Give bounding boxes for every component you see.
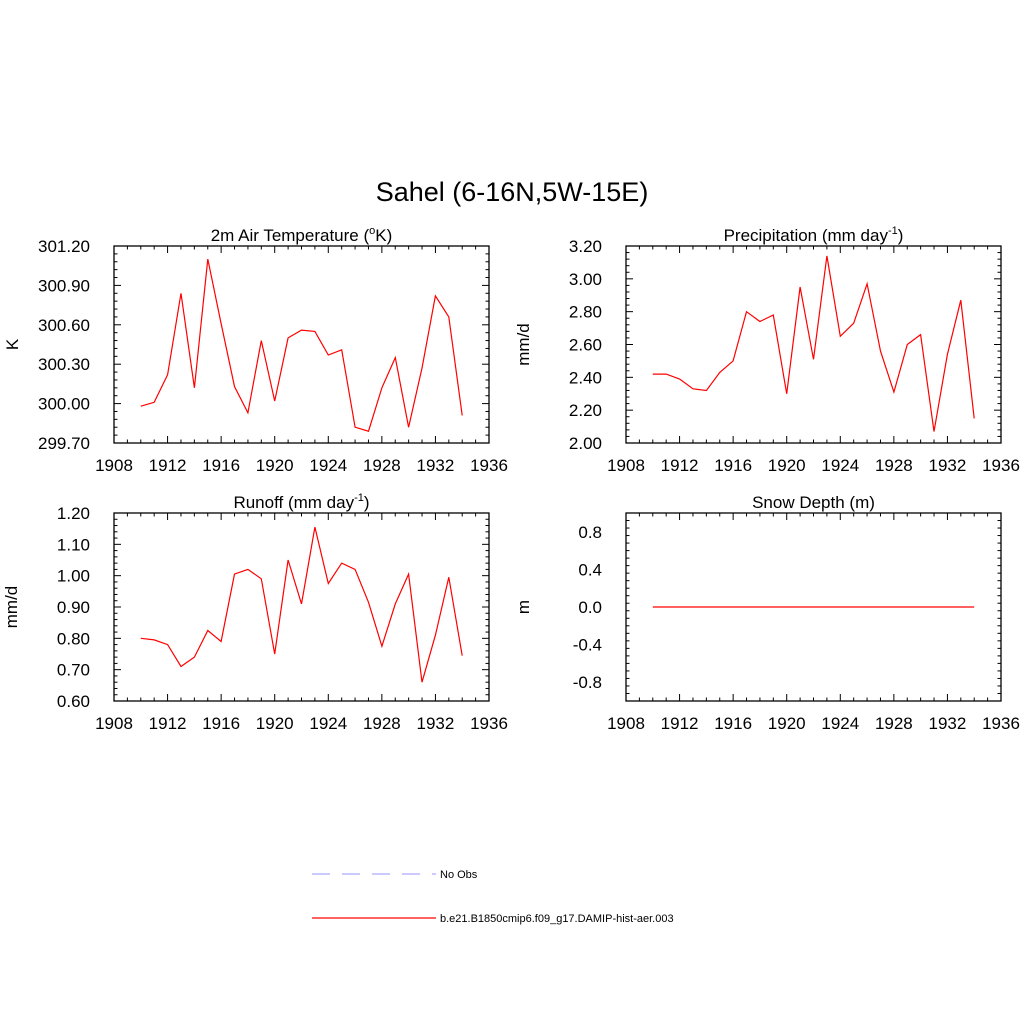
plot-frame — [625, 245, 1002, 444]
y-tick-label: 0.0 — [578, 598, 602, 617]
x-tick-label: 1928 — [875, 714, 913, 733]
panel-title-superscript: -1 — [354, 492, 364, 504]
panel-title: 2m Air Temperature (oK) — [211, 225, 393, 245]
x-tick-label: 1908 — [95, 456, 133, 475]
plot-frame — [113, 245, 490, 444]
panel-title-text-end: ) — [898, 226, 904, 245]
x-tick-label: 1928 — [363, 456, 401, 475]
x-tick-label: 1912 — [661, 456, 699, 475]
x-tick-label: 1936 — [982, 456, 1020, 475]
figure-title: Sahel (6-16N,5W-15E) — [376, 177, 649, 207]
y-tick-label: 2.40 — [569, 368, 602, 387]
x-tick-label: 1936 — [470, 456, 508, 475]
x-tick-label: 1920 — [768, 456, 806, 475]
y-tick-label: 0.8 — [578, 523, 602, 542]
panel-0: 1908 1912 1916 1920 1924 1928 1932 1936 299.70 30… — [3, 225, 508, 475]
panel-title-text: Runoff (mm day — [233, 493, 354, 512]
y-tick-label: 301.20 — [38, 237, 90, 256]
panel-title-text: Precipitation (mm day — [724, 226, 889, 245]
x-tick-label: 1920 — [256, 456, 294, 475]
y-axis-label: mm/d — [514, 323, 533, 366]
panel-title-text-end: K) — [375, 226, 392, 245]
x-tick-label: 1916 — [714, 456, 752, 475]
plot-frame — [113, 512, 490, 702]
x-tick-label: 1936 — [470, 714, 508, 733]
x-tick-label: 1920 — [768, 714, 806, 733]
panel-1: 1908 1912 1916 1920 1924 1928 1932 1936 2.00 2.20… — [514, 225, 1020, 475]
panel-2: 1908 1912 1916 1920 1924 1928 1932 1936 0.60 0.70… — [2, 492, 508, 733]
panel-3: 1908 1912 1916 1920 1924 1928 1932 1936 -0.8 -0.4… — [514, 493, 1020, 733]
legend: No Obs b.e21.B1850cmip6.f09_g17.DAMIP-his… — [312, 869, 674, 925]
x-tick-label: 1916 — [202, 714, 240, 733]
y-tick-label: 0.70 — [57, 661, 90, 680]
panel-title-text-end: ) — [364, 493, 370, 512]
legend-label-0: No Obs — [440, 869, 478, 881]
y-tick-label: 2.60 — [569, 336, 602, 355]
x-tick-label: 1932 — [929, 714, 967, 733]
x-tick-label: 1908 — [607, 714, 645, 733]
series-line-0 — [652, 255, 975, 432]
y-tick-label: 1.10 — [57, 535, 90, 554]
x-tick-label: 1912 — [661, 714, 699, 733]
y-axis-label: m — [514, 600, 533, 614]
x-tick-label: 1912 — [149, 714, 187, 733]
y-tick-label: 2.80 — [569, 303, 602, 322]
y-tick-label: 299.70 — [38, 434, 90, 453]
x-tick-label: 1924 — [309, 456, 347, 475]
x-tick-label: 1916 — [714, 714, 752, 733]
y-tick-label: -0.4 — [573, 636, 602, 655]
x-tick-label: 1928 — [875, 456, 913, 475]
y-tick-label: 300.30 — [38, 355, 90, 374]
series-line-0 — [140, 258, 463, 432]
x-tick-label: 1924 — [309, 714, 347, 733]
y-tick-label: 2.00 — [569, 434, 602, 453]
y-tick-label: 2.20 — [569, 401, 602, 420]
y-tick-label: 1.20 — [57, 504, 90, 523]
y-tick-label: -0.8 — [573, 673, 602, 692]
y-tick-label: 3.00 — [569, 270, 602, 289]
panels: 1908 1912 1916 1920 1924 1928 1932 1936 299.70 30… — [2, 225, 1020, 733]
panel-title: Snow Depth (m) — [752, 493, 875, 512]
y-tick-label: 300.90 — [38, 276, 90, 295]
x-tick-label: 1924 — [821, 456, 859, 475]
x-tick-label: 1908 — [95, 714, 133, 733]
legend-label-1: b.e21.B1850cmip6.f09_g17.DAMIP-hist-aer.… — [440, 913, 674, 925]
x-tick-label: 1928 — [363, 714, 401, 733]
panel-title-text: 2m Air Temperature ( — [211, 226, 370, 245]
x-tick-label: 1936 — [982, 714, 1020, 733]
y-tick-label: 300.00 — [38, 395, 90, 414]
x-tick-label: 1924 — [821, 714, 859, 733]
x-tick-label: 1932 — [417, 456, 455, 475]
x-tick-label: 1908 — [607, 456, 645, 475]
y-tick-label: 0.60 — [57, 692, 90, 711]
panel-title-text: Snow Depth (m) — [752, 493, 875, 512]
y-tick-label: 0.4 — [578, 560, 602, 579]
x-tick-label: 1916 — [202, 456, 240, 475]
x-tick-label: 1932 — [929, 456, 967, 475]
y-tick-label: 300.60 — [38, 316, 90, 335]
panel-title: Precipitation (mm day-1) — [724, 225, 904, 245]
y-tick-label: 0.80 — [57, 629, 90, 648]
panel-title: Runoff (mm day-1) — [233, 492, 369, 512]
panel-title-superscript: -1 — [888, 225, 898, 237]
x-tick-label: 1920 — [256, 714, 294, 733]
y-tick-label: 0.90 — [57, 598, 90, 617]
x-tick-label: 1912 — [149, 456, 187, 475]
y-tick-label: 3.20 — [569, 237, 602, 256]
panel-title-superscript: o — [369, 225, 375, 237]
y-axis-label: K — [3, 338, 22, 350]
y-tick-label: 1.00 — [57, 567, 90, 586]
series-line-0 — [140, 526, 463, 683]
x-tick-label: 1932 — [417, 714, 455, 733]
y-axis-label: mm/d — [2, 586, 21, 629]
